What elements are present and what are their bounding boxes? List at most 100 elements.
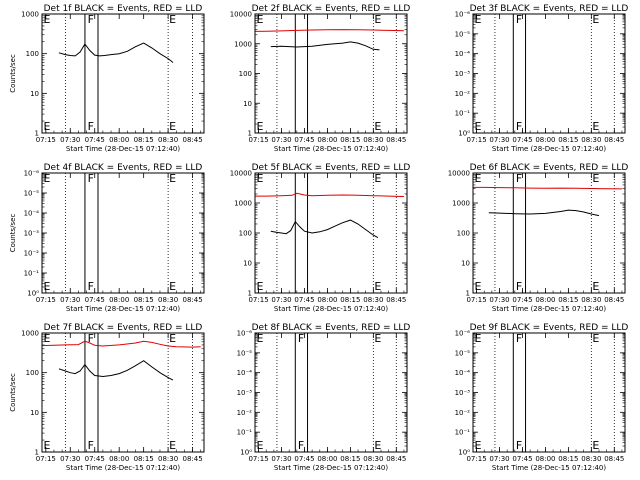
x-tick-label: 08:00	[535, 136, 555, 144]
orbit-marker-label: E	[257, 120, 264, 133]
x-tick-label: 07:45	[85, 455, 105, 463]
x-tick-label: 07:15	[248, 455, 268, 463]
plot-frame	[41, 332, 205, 453]
orbit-marker-label: E	[44, 13, 51, 26]
x-tick-label: 07:45	[512, 455, 532, 463]
x-tick-label: 07:30	[60, 136, 80, 144]
x-axis-label: Start Time (28-Dec-15 07:12:40)	[492, 464, 606, 472]
y-tick-label: 10⁻⁵	[455, 349, 471, 357]
x-tick-label: 07:45	[512, 296, 532, 304]
x-tick-label: 07:45	[294, 296, 314, 304]
orbit-marker-label: E	[169, 120, 176, 133]
y-tick-label: 10⁰	[458, 130, 470, 138]
y-tick-label: 10⁻¹	[455, 110, 471, 118]
orbit-marker-label: E	[257, 172, 264, 185]
x-tick-label: 08:45	[604, 455, 624, 463]
orbit-marker-label: F	[88, 439, 94, 452]
orbit-marker-label: E	[592, 332, 599, 345]
x-tick-label: 07:30	[489, 455, 509, 463]
y-tick-label: 1	[35, 449, 39, 457]
x-tick-label: 07:30	[489, 296, 509, 304]
x-tick-label: 07:45	[512, 136, 532, 144]
plot-frame	[254, 332, 408, 453]
orbit-marker-label: E	[475, 332, 482, 345]
y-tick-label: 1	[248, 130, 252, 138]
orbit-marker-label: F	[516, 439, 522, 452]
x-tick-label: 08:00	[317, 136, 337, 144]
plot-frame	[472, 172, 626, 294]
y-tick-label: 10⁰	[240, 449, 252, 457]
events-series-line	[270, 41, 380, 51]
x-axis-label: Start Time (28-Dec-15 07:12:40)	[66, 145, 180, 153]
x-axis-label: Start Time (28-Dec-15 07:12:40)	[274, 305, 388, 313]
orbit-marker-label: F	[516, 13, 522, 26]
y-tick-label: 1	[35, 130, 39, 138]
x-tick-label: 07:45	[294, 455, 314, 463]
y-tick-label: 10⁻¹	[455, 429, 471, 437]
x-tick-label: 07:15	[248, 136, 268, 144]
y-tick-label: 10	[243, 100, 252, 108]
x-tick-label: 08:30	[581, 136, 601, 144]
orbit-marker-label: E	[44, 120, 51, 133]
detector-panel-8: Det 8f BLACK = Events, RED = LLD 10⁰ 10⁻¹ 1…	[237, 323, 411, 472]
x-tick-label: 08:15	[134, 136, 154, 144]
x-tick-label: 07:30	[489, 136, 509, 144]
x-tick-label: 08:30	[363, 455, 383, 463]
orbit-marker-label: E	[592, 439, 599, 452]
x-tick-label: 08:45	[604, 136, 624, 144]
x-tick-label: 08:30	[158, 136, 178, 144]
y-tick-label: 10⁻⁵	[455, 30, 471, 38]
y-tick-label: 10⁻⁶	[237, 330, 253, 338]
orbit-marker-label: E	[374, 120, 381, 133]
orbit-marker-label: E	[592, 172, 599, 185]
y-tick-label: 10⁻⁵	[24, 190, 40, 198]
x-tick-label: 08:30	[158, 296, 178, 304]
events-series-line	[270, 219, 379, 239]
orbit-marker-label: E	[169, 280, 176, 293]
orbit-marker-label: E	[44, 280, 51, 293]
orbit-marker-label: F	[298, 439, 304, 452]
x-tick-label: 08:15	[134, 455, 154, 463]
x-tick-label: 08:00	[535, 455, 555, 463]
y-tick-label: 10⁰	[458, 449, 470, 457]
x-tick-label: 07:15	[466, 296, 486, 304]
x-axis-label: Start Time (28-Dec-15 07:12:40)	[274, 145, 388, 153]
orbit-marker-label: F	[516, 172, 522, 185]
x-axis-label: Start Time (28-Dec-15 07:12:40)	[66, 464, 180, 472]
y-tick-label: 10⁻⁶	[455, 330, 471, 338]
events-series-line	[488, 209, 600, 217]
x-tick-label: 07:30	[271, 136, 291, 144]
orbit-marker-label: F	[516, 120, 522, 133]
y-tick-label: 10⁻³	[455, 389, 471, 397]
orbit-marker-label: E	[44, 172, 51, 185]
orbit-marker-label: E	[169, 13, 176, 26]
x-tick-label: 08:45	[604, 296, 624, 304]
orbit-marker-label: F	[88, 172, 94, 185]
y-tick-label: 100	[26, 369, 39, 377]
panel-title: Det 3f BLACK = Events, RED = LLD	[470, 4, 629, 14]
x-tick-label: 08:15	[558, 136, 578, 144]
y-tick-label: 10000	[448, 170, 470, 178]
x-tick-label: 07:30	[60, 296, 80, 304]
x-tick-label: 07:30	[271, 455, 291, 463]
orbit-marker-label: E	[169, 439, 176, 452]
lld-series-line	[255, 192, 404, 197]
x-tick-label: 08:30	[363, 136, 383, 144]
x-tick-label: 07:15	[466, 455, 486, 463]
y-tick-label: 1000	[452, 200, 470, 208]
panel-title: Det 8f BLACK = Events, RED = LLD	[252, 323, 411, 333]
y-tick-label: 10⁰	[27, 290, 39, 298]
x-tick-label: 08:30	[581, 455, 601, 463]
y-tick-label: 100	[26, 50, 39, 58]
x-tick-label: 08:15	[134, 296, 154, 304]
orbit-marker-label: E	[374, 280, 381, 293]
detector-panel-6: Det 6f BLACK = Events, RED = LLD 1 10 100 10…	[448, 163, 629, 313]
y-tick-label: 1000	[21, 11, 39, 19]
y-tick-label: 1000	[234, 200, 252, 208]
detector-panel-7: Det 7f BLACK = Events, RED = LLD 1 10 100 10…	[9, 323, 205, 472]
detector-panel-2: Det 2f BLACK = Events, RED = LLD 1 10 100 10…	[230, 4, 411, 153]
lld-series-line	[255, 29, 404, 32]
orbit-marker-label: E	[374, 13, 381, 26]
orbit-marker-label: E	[169, 172, 176, 185]
x-tick-label: 08:45	[386, 136, 406, 144]
